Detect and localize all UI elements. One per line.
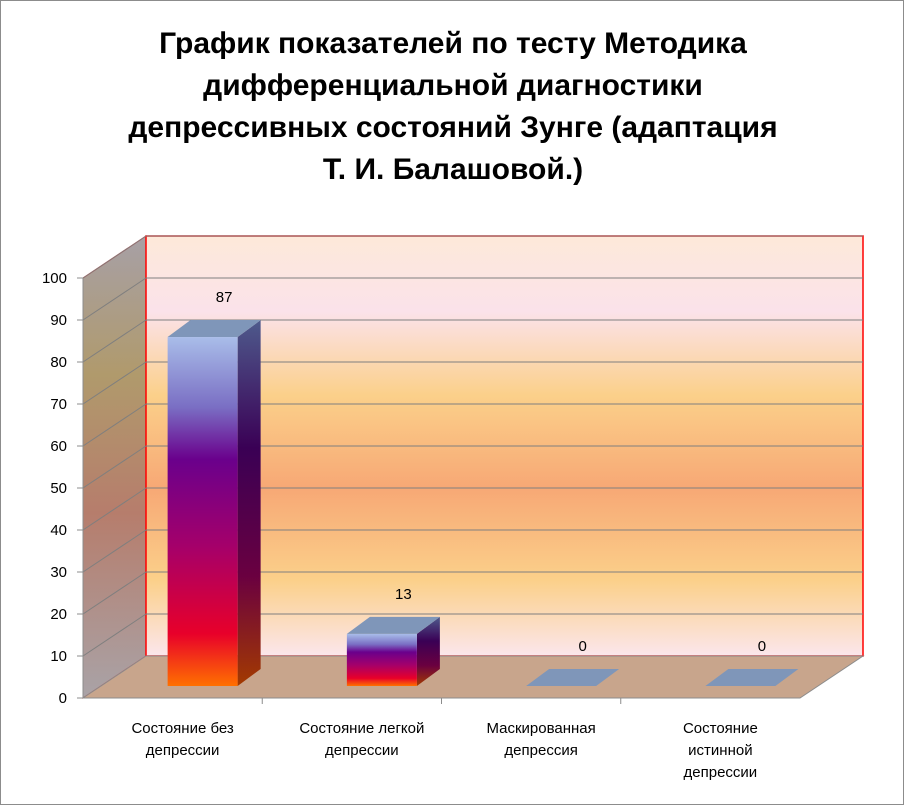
category-label: Состояние легкой — [299, 720, 424, 737]
gridline-side — [82, 361, 147, 405]
y-tick-label: 90 — [50, 312, 67, 329]
category-label: депрессия — [504, 742, 577, 759]
data-label: 13 — [395, 586, 412, 603]
bar-top — [705, 669, 799, 686]
y-tick-label: 60 — [50, 438, 67, 455]
bar-top — [526, 669, 620, 686]
chart-title-line: Т. И. Балашовой.) — [322, 153, 584, 186]
category-label: депрессии — [146, 742, 220, 759]
bar — [346, 633, 417, 686]
gridline-side — [82, 613, 147, 657]
category-label: Состояние — [683, 720, 758, 737]
category-label: депрессии — [684, 764, 758, 781]
data-label: 87 — [216, 289, 233, 306]
y-tick-label: 70 — [50, 396, 67, 413]
chart-title: График показателей по тесту Методика дифф… — [61, 23, 845, 191]
category-label: депрессии — [325, 742, 399, 759]
data-label: 0 — [578, 638, 586, 655]
gridline-side — [82, 529, 147, 573]
bar-top — [167, 320, 261, 338]
y-tick-label: 30 — [50, 564, 67, 581]
gridline-side — [82, 319, 147, 363]
y-tick-label: 50 — [50, 480, 67, 497]
gridline-side — [82, 277, 147, 321]
chart-title-line: График показателей по тесту Методика — [159, 27, 747, 60]
bar-side — [416, 616, 440, 686]
gridline-side — [82, 235, 147, 279]
category-label: Состояние без — [131, 720, 233, 737]
gridline-side — [82, 403, 147, 447]
bar-side — [237, 320, 261, 686]
gridline-side — [82, 487, 147, 531]
y-tick-label: 0 — [59, 690, 67, 707]
y-tick-label: 80 — [50, 354, 67, 371]
y-tick-label: 100 — [42, 270, 67, 287]
y-tick-label: 10 — [50, 648, 67, 665]
category-label: Маскированная — [486, 720, 595, 737]
chart-title-line: дифференциальной диагностики — [203, 69, 703, 102]
data-label: 0 — [758, 638, 766, 655]
bar — [167, 337, 238, 686]
y-tick-label: 20 — [50, 606, 67, 623]
gridline-side — [82, 571, 147, 615]
chart-title-line: депрессивных состояний Зунге (адаптация — [128, 111, 778, 144]
category-label: истинной — [688, 742, 752, 759]
y-tick-label: 40 — [50, 522, 67, 539]
gridline-side — [82, 445, 147, 489]
bar-top — [346, 616, 440, 634]
